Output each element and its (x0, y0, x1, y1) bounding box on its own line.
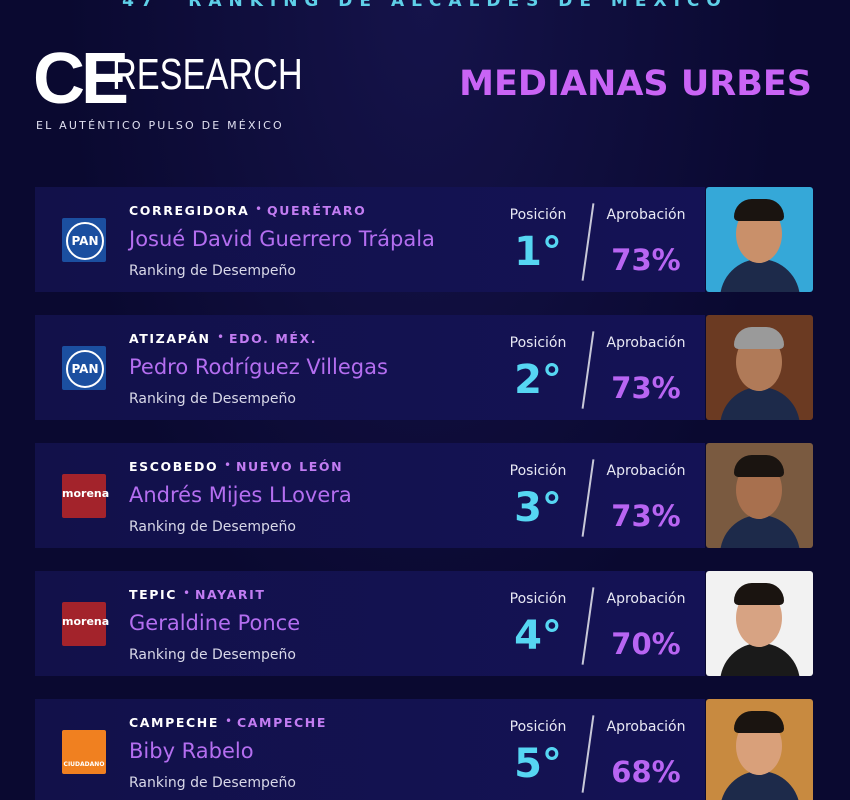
municipality: CORREGIDORA (129, 203, 250, 218)
divider (581, 715, 595, 793)
municipality: CAMPECHE (129, 715, 219, 730)
portrait (706, 315, 813, 420)
state: QUERÉTARO (267, 203, 367, 218)
state: NUEVO LEÓN (236, 459, 344, 474)
separator-dot: • (217, 330, 225, 344)
portrait (706, 571, 813, 676)
rank: 2° (514, 357, 562, 403)
logo-main: CE (33, 39, 129, 119)
portrait-hair (734, 199, 784, 221)
approval-label: Aprobación (606, 207, 686, 223)
approval-label: Aprobación (606, 463, 686, 479)
category-title: MEDIANAS URBES (459, 64, 812, 104)
municipality: ESCOBEDO (129, 459, 219, 474)
logo-side: RESEARCH (112, 50, 303, 99)
party-label: morena (62, 602, 109, 646)
subtitle: Ranking de Desempeño (129, 263, 296, 279)
state: NAYARIT (195, 587, 266, 602)
rank: 3° (514, 485, 562, 531)
approval-label: Aprobación (606, 591, 686, 607)
approval-value: 70% (611, 627, 681, 661)
separator-dot: • (224, 458, 232, 472)
mayor-name: Geraldine Ponce (129, 611, 301, 635)
portrait (706, 699, 813, 800)
mayor-name: Biby Rabelo (129, 739, 254, 763)
ranking-row: PAN ATIZAPÁN EDO. MÉX. • Pedro Rodríguez Vil… (35, 315, 705, 420)
subtitle: Ranking de Desempeño (129, 647, 296, 663)
municipality: ATIZAPÁN (129, 331, 211, 346)
portrait-hair (734, 327, 784, 349)
subtitle: Ranking de Desempeño (129, 519, 296, 535)
portrait-hair (734, 455, 784, 477)
party-logo: CIUDADANO (62, 730, 106, 774)
party-label: CIUDADANO (62, 730, 106, 774)
party-label: PAN (66, 350, 104, 388)
portrait (706, 443, 813, 548)
party-label: morena (62, 474, 109, 518)
edition-title: 47° RANKING DE ALCALDES DE MÉXICO (122, 0, 728, 11)
separator-dot: • (183, 586, 191, 600)
divider (581, 203, 595, 281)
party-label: PAN (66, 222, 104, 260)
state: EDO. MÉX. (229, 331, 318, 346)
approval-label: Aprobación (606, 335, 686, 351)
portrait (706, 187, 813, 292)
approval-value: 73% (611, 499, 681, 533)
rank: 4° (514, 613, 562, 659)
ranking-row: morena ESCOBEDO NUEVO LEÓN • Andrés Mijes LL… (35, 443, 705, 548)
rank: 1° (514, 229, 562, 275)
position-label: Posición (509, 591, 567, 607)
party-logo: PAN (62, 218, 106, 262)
separator-dot: • (255, 202, 263, 216)
portrait-hair (734, 711, 784, 733)
approval-value: 73% (611, 371, 681, 405)
municipality: TEPIC (129, 587, 178, 602)
ranking-row: PAN CORREGIDORA QUERÉTARO • Josué David Guer… (35, 187, 705, 292)
portrait-hair (734, 583, 784, 605)
portrait-body (720, 259, 800, 292)
subtitle: Ranking de Desempeño (129, 391, 296, 407)
approval-label: Aprobación (606, 719, 686, 735)
divider (581, 331, 595, 409)
position-label: Posición (509, 463, 567, 479)
ranking-row: morena TEPIC NAYARIT • Geraldine Ponce Rankin… (35, 571, 705, 676)
position-label: Posición (509, 207, 567, 223)
separator-dot: • (225, 714, 233, 728)
ranking-row: CIUDADANO CAMPECHE CAMPECHE • Biby Rabelo Ran… (35, 699, 705, 800)
party-logo: PAN (62, 346, 106, 390)
approval-value: 68% (611, 755, 681, 789)
divider (581, 459, 595, 537)
portrait-body (720, 515, 800, 548)
rank: 5° (514, 741, 562, 787)
mayor-name: Josué David Guerrero Trápala (129, 227, 435, 251)
tagline: EL AUTÉNTICO PULSO DE MÉXICO (36, 119, 284, 132)
approval-value: 73% (611, 243, 681, 277)
portrait-body (720, 387, 800, 420)
subtitle: Ranking de Desempeño (129, 775, 296, 791)
mayor-name: Andrés Mijes LLovera (129, 483, 352, 507)
position-label: Posición (509, 335, 567, 351)
state: CAMPECHE (237, 715, 327, 730)
mayor-name: Pedro Rodríguez Villegas (129, 355, 388, 379)
divider (581, 587, 595, 665)
party-logo: morena (62, 602, 109, 646)
portrait-body (720, 771, 800, 800)
party-logo: morena (62, 474, 109, 518)
portrait-body (720, 643, 800, 676)
position-label: Posición (509, 719, 567, 735)
